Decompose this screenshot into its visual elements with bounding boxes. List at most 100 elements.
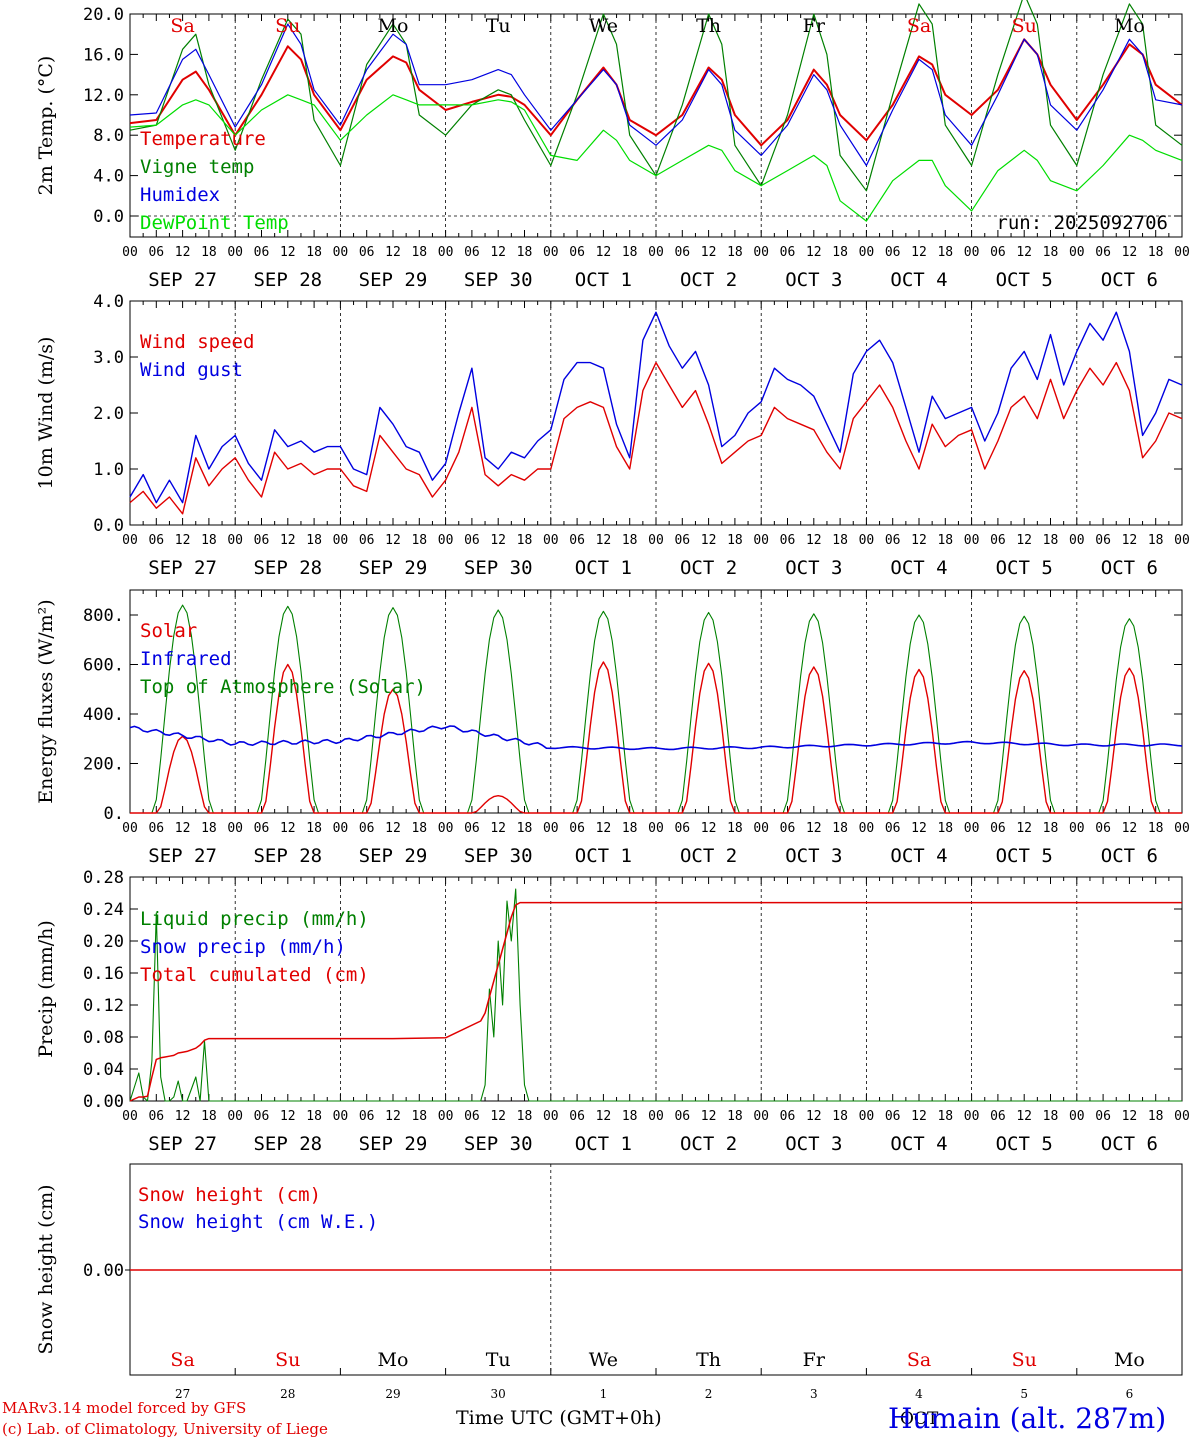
hour-tick-label: 00 [227, 245, 243, 260]
hour-tick-label: 12 [911, 245, 927, 260]
hour-tick-label: 18 [1043, 245, 1059, 260]
model-credit: MARv3.14 model forced by GFS [2, 1399, 246, 1417]
day-number-label: 6 [1126, 1387, 1134, 1401]
y-tick-label: 200. [83, 755, 124, 775]
hour-tick-label: 00 [1174, 1109, 1190, 1124]
date-label: SEP 30 [464, 557, 533, 579]
day-number-label: 2 [705, 1387, 713, 1401]
hour-tick-label: 18 [517, 821, 533, 836]
series-temperature [129, 38, 1183, 147]
hour-tick-label: 12 [596, 245, 612, 260]
hour-tick-label: 18 [201, 533, 217, 548]
date-label: OCT 3 [785, 1133, 842, 1155]
y-axis-title: 10m Wind (m/s) [35, 337, 57, 490]
hour-tick-label: 12 [1122, 245, 1138, 260]
hour-tick-label: 18 [727, 1109, 743, 1124]
hour-tick-label: 12 [280, 245, 296, 260]
date-label: OCT 3 [785, 845, 842, 867]
hour-tick-label: 12 [490, 821, 506, 836]
date-label: OCT 4 [890, 557, 947, 579]
hour-tick-label: 18 [517, 533, 533, 548]
hour-tick-label: 00 [333, 533, 349, 548]
series-toa-solar [130, 604, 1182, 814]
hour-tick-label: 12 [1016, 821, 1032, 836]
hour-tick-label: 06 [569, 533, 585, 548]
hour-tick-label: 06 [990, 245, 1006, 260]
hour-tick-label: 12 [596, 1109, 612, 1124]
hour-tick-label: 06 [569, 245, 585, 260]
date-label: SEP 30 [464, 845, 533, 867]
hour-tick-label: 00 [227, 1109, 243, 1124]
y-tick-label: 0.0 [93, 516, 124, 536]
hour-tick-label: 12 [911, 1109, 927, 1124]
hour-tick-label: 18 [1148, 245, 1164, 260]
hour-tick-label: 06 [674, 533, 690, 548]
hour-tick-label: 00 [859, 1109, 875, 1124]
legend-entry: Wind gust [140, 359, 243, 381]
hour-tick-label: 00 [543, 533, 559, 548]
hour-tick-label: 12 [385, 1109, 401, 1124]
date-label: SEP 27 [148, 557, 217, 579]
hour-tick-label: 18 [622, 1109, 638, 1124]
hour-tick-label: 06 [464, 533, 480, 548]
hour-tick-label: 12 [490, 245, 506, 260]
month-label: OCT [900, 1409, 939, 1429]
hour-tick-label: 12 [490, 533, 506, 548]
hour-tick-label: 18 [411, 533, 427, 548]
y-tick-label: 0.20 [83, 932, 124, 952]
hour-tick-label: 00 [122, 533, 138, 548]
date-label: OCT 4 [890, 1133, 947, 1155]
hour-tick-label: 00 [859, 821, 875, 836]
y-tick-label: 0. [104, 804, 124, 824]
y-tick-label: 16.0 [83, 45, 124, 65]
legend-entry: Snow precip (mm/h) [140, 936, 346, 958]
hour-tick-label: 00 [333, 245, 349, 260]
hour-tick-label: 12 [701, 245, 717, 260]
y-tick-label: 3.0 [93, 348, 124, 368]
weekday-label: Su [1012, 15, 1037, 37]
date-label: OCT 3 [785, 557, 842, 579]
hour-tick-label: 12 [911, 533, 927, 548]
legend-entry: Snow height (cm) [138, 1184, 321, 1206]
legend-entry: Vigne temp [140, 156, 254, 178]
legend-entry: Top of Atmosphere (Solar) [140, 676, 426, 698]
weekday-label: Th [696, 15, 721, 37]
y-tick-label: 4.0 [93, 292, 124, 312]
date-label: OCT 4 [890, 845, 947, 867]
hour-tick-label: 06 [359, 245, 375, 260]
day-number-label: 1 [600, 1387, 608, 1401]
hour-tick-label: 00 [1174, 245, 1190, 260]
legend-entry: Liquid precip (mm/h) [140, 908, 369, 930]
hour-tick-label: 12 [175, 1109, 191, 1124]
hour-tick-label: 00 [438, 1109, 454, 1124]
hour-tick-label: 12 [806, 245, 822, 260]
day-number-label: 30 [491, 1387, 506, 1401]
hour-tick-label: 00 [543, 821, 559, 836]
hour-tick-label: 12 [490, 1109, 506, 1124]
legend-entry: Temperature [140, 128, 266, 150]
y-tick-label: 0.08 [83, 1028, 124, 1048]
date-label: OCT 1 [575, 269, 632, 291]
hour-tick-label: 06 [464, 821, 480, 836]
date-label: SEP 28 [253, 845, 322, 867]
hour-tick-label: 18 [411, 1109, 427, 1124]
hour-tick-label: 12 [1122, 533, 1138, 548]
weekday-label: We [589, 15, 618, 37]
y-tick-label: 12.0 [83, 86, 124, 106]
series-solar [130, 661, 1182, 814]
day-number-label: 4 [915, 1387, 923, 1401]
hour-tick-label: 06 [1095, 245, 1111, 260]
hour-tick-label: 06 [148, 533, 164, 548]
date-label: OCT 5 [996, 845, 1053, 867]
hour-tick-label: 00 [333, 821, 349, 836]
hour-tick-label: 00 [964, 821, 980, 836]
run-label: run: 2025092706 [996, 212, 1168, 234]
hour-tick-label: 18 [832, 821, 848, 836]
weekday-label: Th [696, 1349, 721, 1371]
hour-tick-label: 12 [280, 533, 296, 548]
hour-tick-label: 06 [990, 533, 1006, 548]
hour-tick-label: 06 [464, 1109, 480, 1124]
hour-tick-label: 12 [1016, 1109, 1032, 1124]
hour-tick-label: 18 [832, 245, 848, 260]
hour-tick-label: 00 [438, 533, 454, 548]
